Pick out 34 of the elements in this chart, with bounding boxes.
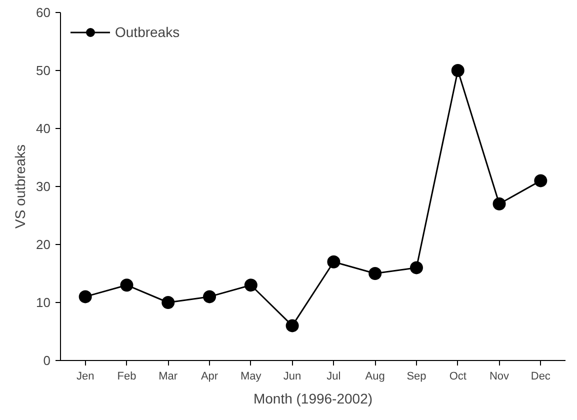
x-tick-label: Jul [326, 370, 341, 382]
y-tick-label: 50 [36, 63, 51, 78]
y-tick-label: 10 [36, 295, 51, 310]
x-tick-label: Mar [158, 370, 178, 382]
point [327, 255, 340, 268]
x-tick-label: Nov [489, 370, 510, 382]
y-tick-label: 30 [36, 179, 51, 194]
y-axis-title: VS outbreaks [12, 144, 28, 229]
point [492, 197, 506, 210]
point [244, 278, 258, 292]
point [410, 261, 423, 274]
y-tick-label: 60 [36, 5, 51, 20]
point [78, 290, 92, 304]
point [451, 64, 464, 77]
x-tick-label: Feb [117, 370, 136, 382]
x-tick-label: Jen [76, 370, 94, 382]
point [203, 290, 216, 304]
x-tick-label: Dec [530, 370, 551, 382]
x-tick-label: Aug [365, 370, 385, 382]
y-tick-label: 0 [43, 353, 51, 368]
y-tick-label: 20 [36, 237, 51, 252]
point [368, 267, 382, 280]
x-tick-label: Jun [283, 370, 302, 382]
x-axis-title: Month (1996-2002) [253, 390, 373, 406]
x-tick-label: Sep [406, 370, 426, 382]
x-tick-label: Oct [449, 370, 466, 382]
x-tick-label: May [240, 370, 262, 382]
x-tick-label: Apr [200, 370, 218, 382]
point [534, 174, 548, 188]
point [162, 296, 175, 309]
point [286, 319, 299, 332]
legend-label: Outbreaks [115, 24, 180, 40]
y-tick-label: 40 [36, 121, 51, 136]
point [120, 278, 134, 292]
